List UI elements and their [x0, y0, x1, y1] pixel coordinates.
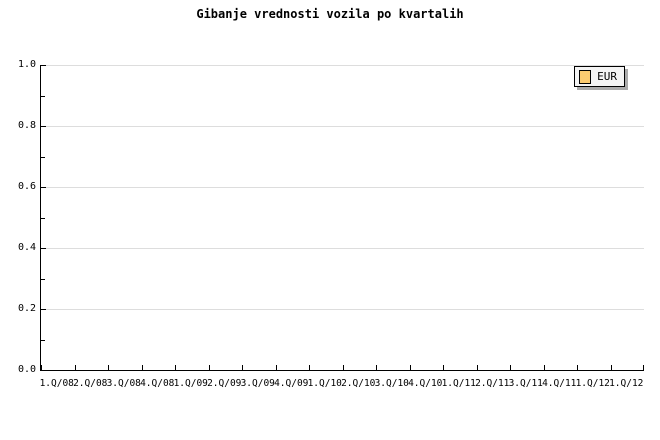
x-tick — [108, 365, 109, 370]
y-minor-tick — [41, 279, 45, 280]
x-tick — [41, 365, 42, 370]
chart-title: Gibanje vrednosti vozila po kvartalih — [196, 7, 464, 21]
x-tick — [276, 365, 277, 370]
y-major-tick — [41, 309, 46, 310]
x-tick-label: 4.Q/08 — [140, 378, 175, 389]
x-tick — [75, 365, 76, 370]
x-tick — [343, 365, 344, 370]
eur-series-swatch-icon — [579, 69, 592, 84]
x-tick — [175, 365, 176, 370]
x-tick — [477, 365, 478, 370]
y-tick-label: 0.4 — [17, 242, 36, 253]
x-tick — [443, 365, 444, 370]
x-tick-label: 1.Q/10 — [307, 378, 342, 389]
y-major-tick — [41, 126, 46, 127]
x-tick-label: 2.Q/08 — [73, 378, 108, 389]
x-tick-label: 4.Q/11 — [542, 378, 577, 389]
x-tick — [510, 365, 511, 370]
x-tick-label: 2.Q/11 — [475, 378, 510, 389]
x-tick-label: 3.Q/09 — [240, 378, 275, 389]
x-tick — [544, 365, 545, 370]
x-tick-label: 3.Q/11 — [508, 378, 543, 389]
y-minor-tick — [41, 218, 45, 219]
x-tick-label: 1.Q/12 — [609, 378, 644, 389]
x-tick-label: 3.Q/10 — [374, 378, 409, 389]
x-tick — [376, 365, 377, 370]
x-tick-label: 2.Q/10 — [341, 378, 376, 389]
x-axis-labels: 1.Q/08 2.Q/08 3.Q/08 4.Q/08 1.Q/09 2.Q/09 3.Q/… — [39, 378, 644, 392]
x-tick-label: 4.Q/09 — [274, 378, 309, 389]
y-gridline — [41, 248, 644, 249]
x-tick — [209, 365, 210, 370]
y-tick-label: 0.6 — [17, 181, 36, 192]
legend-label: EUR — [597, 69, 617, 83]
y-minor-tick — [41, 340, 45, 341]
y-tick-label: 0.2 — [17, 303, 36, 314]
y-tick-label: 0.8 — [17, 120, 36, 131]
y-tick-label: 1.0 — [17, 59, 36, 70]
y-gridline — [41, 126, 644, 127]
x-tick — [242, 365, 243, 370]
x-tick — [577, 365, 578, 370]
x-tick — [611, 365, 612, 370]
plot-area: EUR — [40, 65, 644, 371]
y-minor-tick — [41, 157, 45, 158]
x-tick-label: 1.Q/09 — [173, 378, 208, 389]
x-tick — [142, 365, 143, 370]
x-tick — [643, 365, 644, 370]
x-tick — [309, 365, 310, 370]
y-major-tick — [41, 65, 46, 66]
y-axis-labels: 1.0 0.8 0.6 0.4 0.2 0.0 — [0, 59, 36, 375]
x-tick-label: 1.Q/12 — [575, 378, 610, 389]
legend: EUR — [574, 66, 625, 87]
x-tick-label: 2.Q/09 — [207, 378, 242, 389]
y-gridline — [41, 309, 644, 310]
y-gridline — [41, 65, 644, 66]
x-tick-label: 1.Q/08 — [39, 378, 74, 389]
x-tick-label: 3.Q/08 — [106, 378, 141, 389]
y-gridline — [41, 187, 644, 188]
y-major-tick — [41, 187, 46, 188]
y-minor-tick — [41, 96, 45, 97]
y-major-tick — [41, 248, 46, 249]
y-tick-label: 0.0 — [17, 364, 36, 375]
x-tick-label: 1.Q/11 — [441, 378, 476, 389]
x-tick-label: 4.Q/10 — [408, 378, 443, 389]
x-tick — [410, 365, 411, 370]
